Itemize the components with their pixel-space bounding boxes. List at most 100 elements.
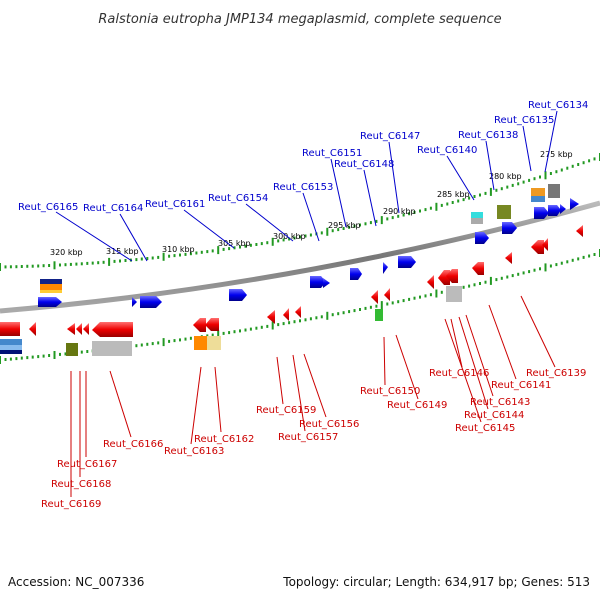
tick-mark [206,334,209,338]
reverse-gene [438,270,450,285]
tick-mark [15,357,18,361]
tick-mark [473,195,476,198]
tick-mark [239,245,241,249]
tick-mark [495,188,498,192]
tick-mark [255,326,258,330]
tick-mark [9,265,12,269]
tick-mark [386,217,389,221]
forward-gene [475,232,489,244]
tick-mark [544,171,547,180]
tick-mark [359,223,361,227]
tick-mark [539,267,541,271]
tick-mark [364,306,367,310]
tick-mark [211,333,214,337]
tick-mark [179,338,181,342]
tick-mark [233,246,236,250]
tick-mark [364,222,367,226]
tick-mark [500,187,503,191]
reverse-gene [542,238,548,251]
gene-label: Reut_C6147 [360,131,420,142]
tick-mark [348,225,351,229]
tick-mark [533,177,536,181]
gene-label: Reut_C6144 [464,410,524,421]
tick-mark [571,258,574,262]
tick-mark [282,238,285,242]
tick-mark [239,329,241,333]
tick-mark [582,255,585,259]
tick-mark [97,261,100,265]
feature-blocks [0,184,560,356]
scale-label: 305 kbp [218,239,251,248]
tick-mark [533,268,536,272]
tick-mark [293,236,296,240]
tick-mark [20,265,23,268]
tick-mark [593,157,596,161]
tick-mark [75,262,78,266]
tick-mark [326,311,329,320]
tick-mark [184,337,187,341]
tick-mark [266,324,269,328]
tick-mark [544,263,547,272]
tick-mark [353,309,356,313]
tick-mark [506,275,509,279]
tick-mark [288,321,291,325]
tick-mark [522,271,525,275]
tick-mark [288,237,291,241]
tick-mark [48,354,51,357]
tick-mark [419,209,421,213]
tick-mark [42,264,45,268]
tick-mark [588,254,591,258]
reverse-gene [384,288,390,301]
tick-mark [304,234,307,238]
tick-mark [200,250,203,254]
tick-mark [206,250,209,254]
tick-mark [135,258,138,262]
tick-mark [375,219,378,223]
forward-gene [383,262,388,274]
tick-mark [304,318,307,322]
tick-mark [244,244,247,248]
tick-mark [26,264,29,268]
tick-mark [391,301,394,305]
tick-mark [424,208,427,212]
tick-mark [468,284,471,288]
tick-mark [380,216,383,225]
tick-mark [528,178,531,182]
tick-mark [440,290,443,294]
tick-mark [326,227,329,236]
tick-mark [440,203,443,207]
tick-mark [309,233,312,237]
tick-mark [484,280,487,284]
tick-mark [195,251,198,255]
tick-mark [179,253,181,257]
tick-mark [495,278,498,282]
gene-label: Reut_C6157 [278,432,338,443]
tick-mark [299,235,301,239]
tick-mark [473,283,476,287]
tick-mark [408,297,411,301]
backbone [0,200,600,314]
tick-mark [560,168,563,172]
tick-mark [189,336,192,340]
forward-gene [560,204,566,214]
tick-mark [566,166,569,170]
tick-mark [189,252,192,256]
tick-mark [375,304,378,308]
tick-mark [64,263,67,267]
tick-mark [228,247,231,251]
gene-label: Reut_C6134 [528,100,588,111]
tick-mark [4,265,7,269]
tick-mark [402,299,405,303]
gene-label: Reut_C6166 [103,439,163,450]
tick-mark [233,330,236,334]
gene-label: Reut_C6159 [256,405,316,416]
reverse-gene [576,225,583,237]
tick-mark [593,253,596,256]
reverse-gene [371,290,378,304]
tick-mark [517,272,520,276]
tick-mark [500,276,503,280]
tick-mark [0,356,1,364]
tick-mark [429,206,432,210]
tick-mark [48,264,51,267]
forward-gene [310,276,326,288]
